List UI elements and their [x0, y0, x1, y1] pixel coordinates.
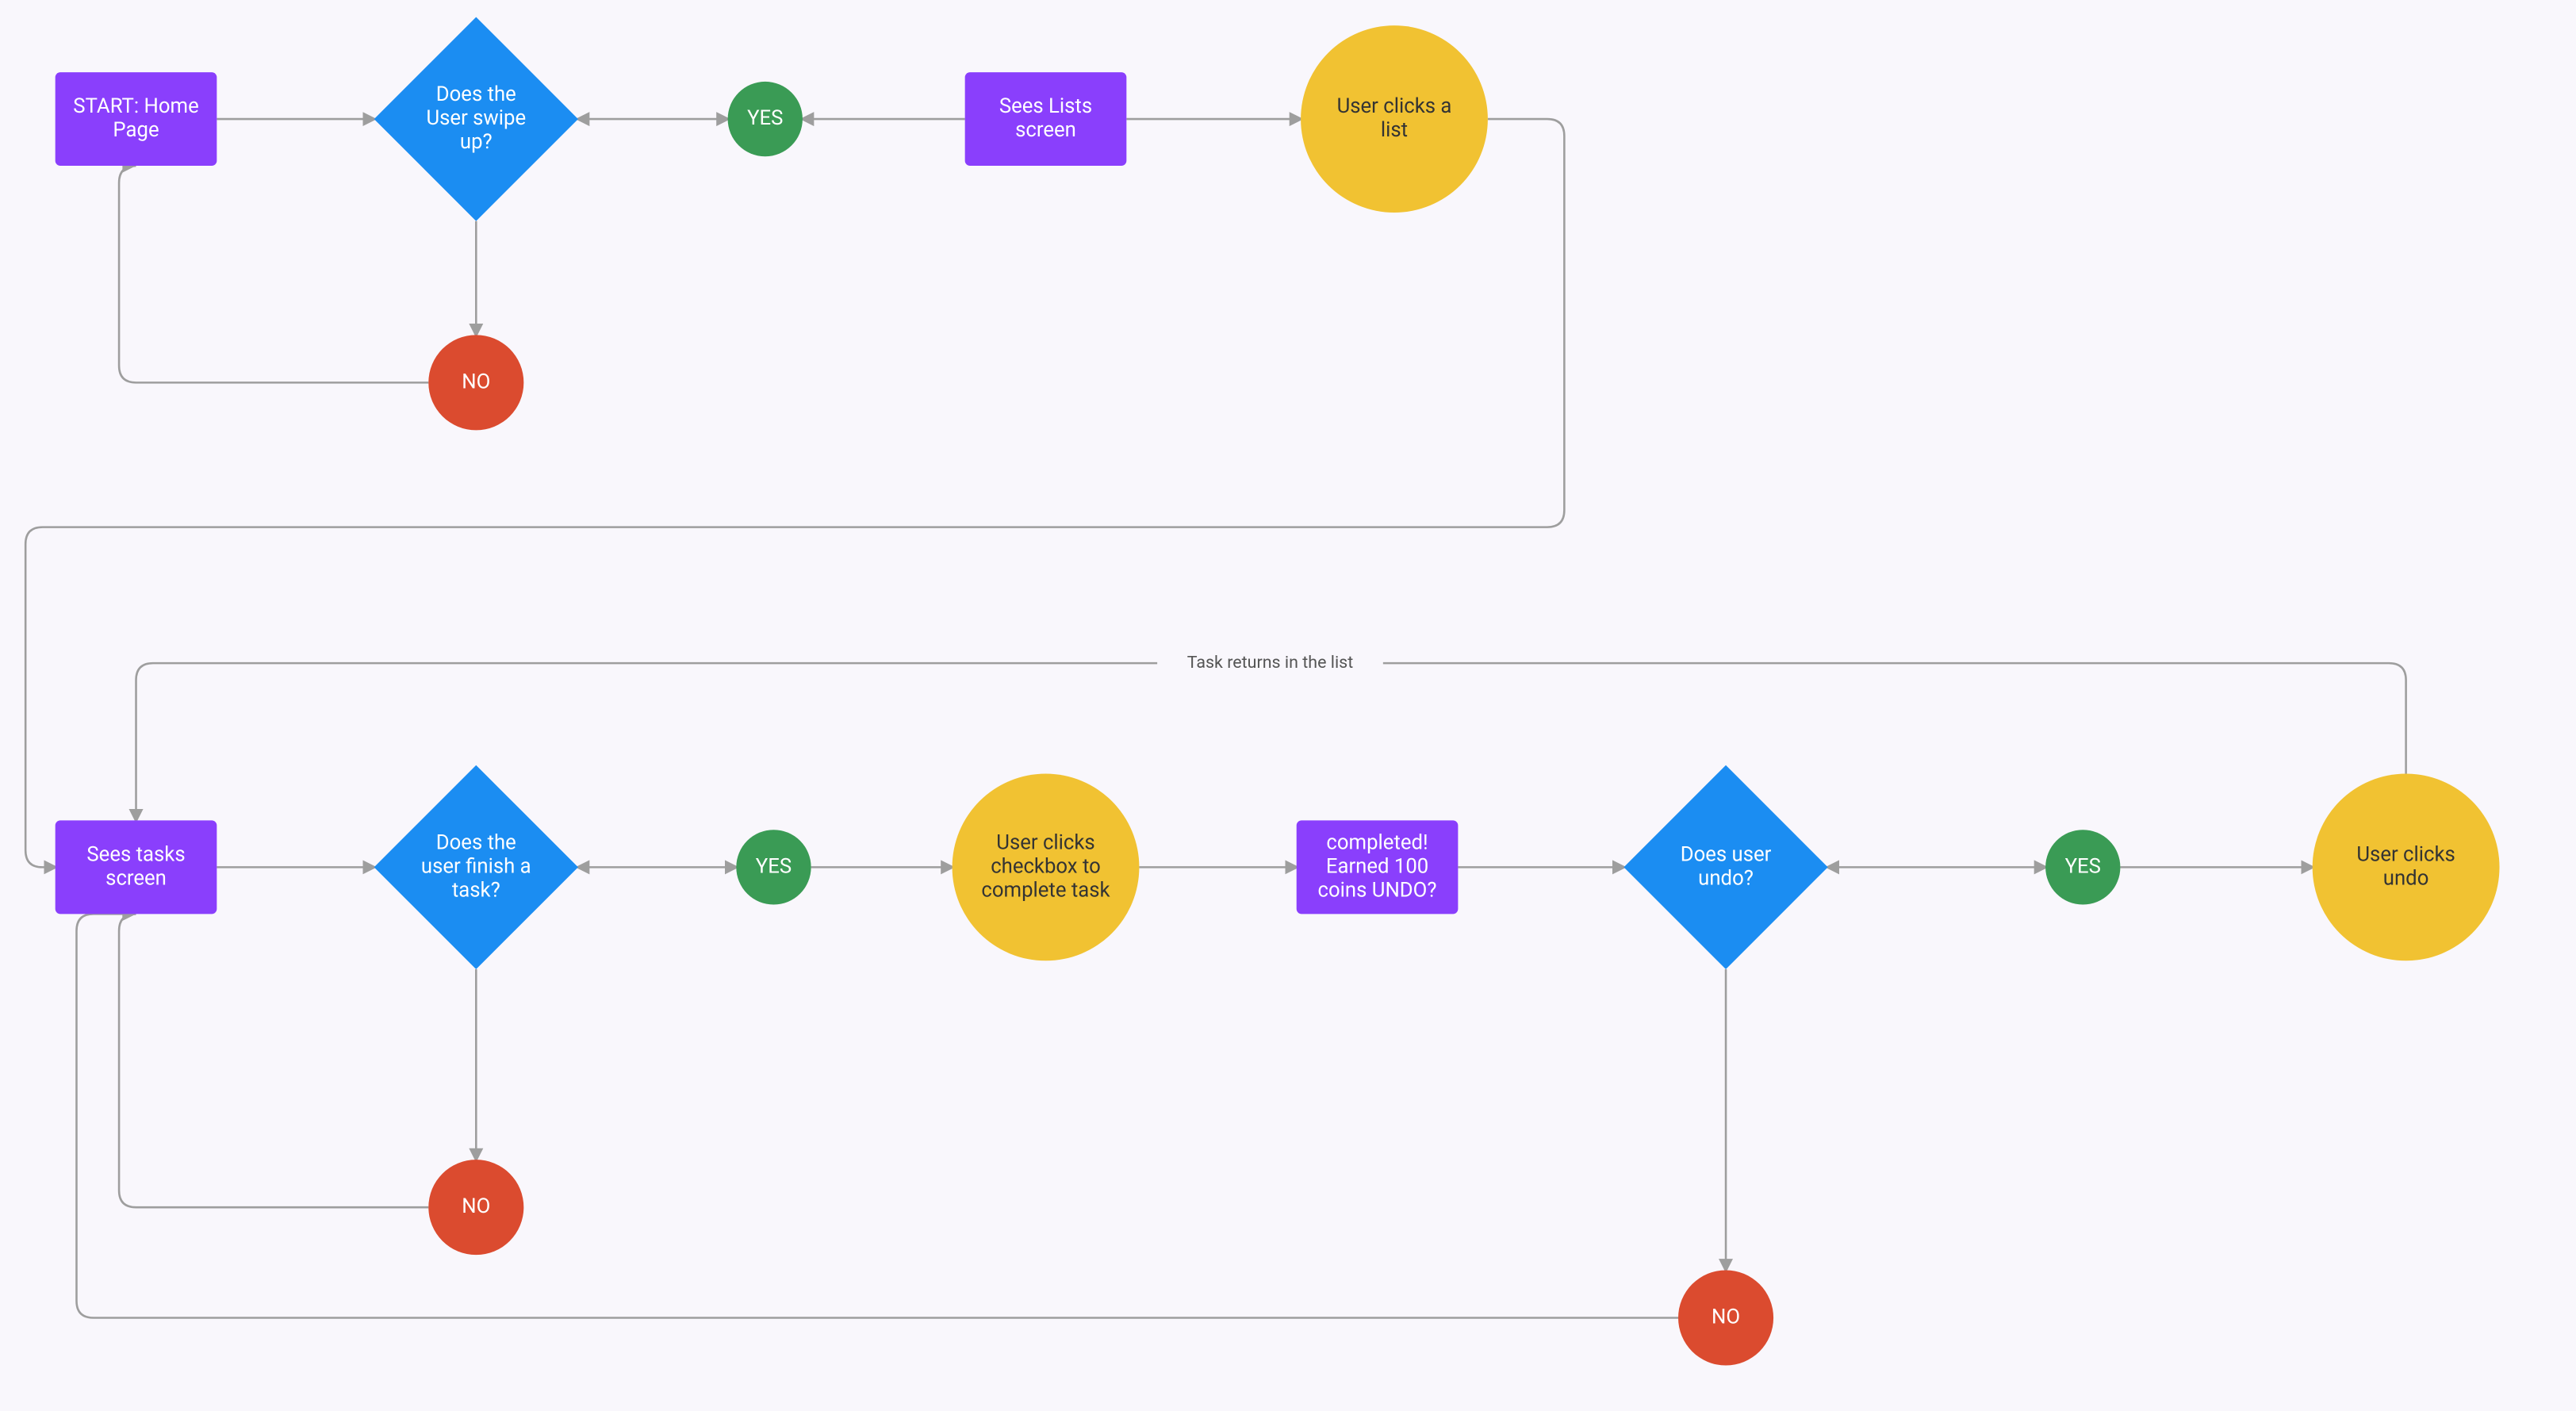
- edge-no1-start: [119, 166, 428, 382]
- node-yes1: YES: [728, 82, 803, 156]
- node-no1-label: NO: [462, 370, 490, 393]
- node-no2-label: NO: [462, 1194, 490, 1218]
- edges-layer: Task returns in the list: [25, 119, 2405, 1317]
- node-yes3: YES: [2045, 830, 2120, 904]
- node-completed: completed!Earned 100coins UNDO?: [1297, 820, 1459, 914]
- node-yes3-label: YES: [2065, 854, 2101, 878]
- node-undo: Does userundo?: [1623, 765, 1827, 969]
- edge-label: Task returns in the list: [1187, 653, 1353, 673]
- node-clicksundo: User clicksundo: [2313, 773, 2500, 960]
- node-seeslists: Sees Listsscreen: [965, 72, 1127, 166]
- node-no1: NO: [428, 335, 523, 430]
- node-seestasks: Sees tasksscreen: [56, 820, 217, 914]
- edge-no2-seestasks: [119, 914, 428, 1207]
- flowchart-canvas: Task returns in the list START: HomePage D…: [0, 0, 2576, 1411]
- node-checkbox: User clickscheckbox tocomplete task: [953, 773, 1140, 960]
- node-no2: NO: [428, 1160, 523, 1255]
- node-yes2: YES: [736, 830, 811, 904]
- node-completed-label: completed!Earned 100coins UNDO?: [1318, 830, 1437, 902]
- node-yes2-label: YES: [756, 854, 792, 878]
- node-yes1-label: YES: [747, 106, 783, 130]
- edge-no3-seestasks: [76, 914, 1678, 1317]
- edge-clicklist-seestasks: [25, 119, 1564, 867]
- node-swipe: Does theUser swipeup?: [374, 17, 578, 220]
- node-no3: NO: [1678, 1270, 1773, 1365]
- node-finish: Does theuser finish atask?: [374, 765, 578, 969]
- node-start: START: HomePage: [56, 72, 217, 166]
- node-clicklist: User clicks alist: [1301, 25, 1488, 213]
- node-checkbox-label: User clickscheckbox tocomplete task: [981, 830, 1110, 902]
- node-no3-label: NO: [1712, 1305, 1740, 1329]
- nodes-layer: START: HomePage Does theUser swipeup? YES S…: [56, 17, 2500, 1365]
